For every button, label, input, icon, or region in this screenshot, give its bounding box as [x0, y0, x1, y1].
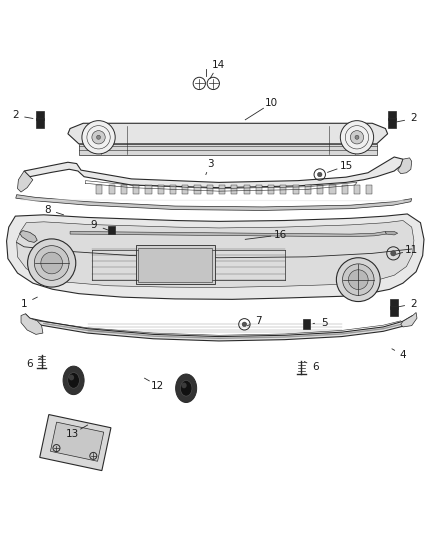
Polygon shape: [16, 195, 412, 211]
Bar: [268, 185, 274, 194]
Text: 5: 5: [321, 318, 328, 328]
Polygon shape: [25, 314, 414, 341]
Text: 13: 13: [66, 429, 79, 439]
Circle shape: [34, 246, 69, 280]
Ellipse shape: [180, 381, 192, 396]
Text: 1: 1: [21, 298, 28, 309]
Ellipse shape: [176, 374, 197, 402]
Bar: [121, 185, 127, 194]
Polygon shape: [20, 231, 37, 243]
Polygon shape: [17, 221, 414, 287]
Polygon shape: [385, 231, 398, 235]
Circle shape: [343, 264, 374, 295]
Bar: [36, 110, 44, 120]
Bar: [109, 226, 115, 234]
Bar: [244, 185, 250, 194]
Circle shape: [28, 239, 76, 287]
Bar: [158, 185, 164, 194]
Circle shape: [82, 120, 115, 154]
Polygon shape: [398, 158, 412, 174]
Polygon shape: [21, 314, 43, 334]
Bar: [96, 185, 102, 194]
Ellipse shape: [181, 383, 187, 388]
Text: 2: 2: [410, 298, 417, 309]
Ellipse shape: [68, 373, 79, 388]
Text: 8: 8: [44, 205, 51, 215]
Polygon shape: [401, 312, 417, 327]
Circle shape: [340, 120, 374, 154]
Circle shape: [391, 251, 396, 256]
Bar: [207, 185, 213, 194]
Bar: [293, 185, 299, 194]
Circle shape: [318, 172, 322, 177]
Bar: [138, 248, 212, 282]
Polygon shape: [40, 415, 111, 471]
Text: 15: 15: [339, 161, 353, 171]
Text: 4: 4: [399, 350, 406, 360]
Text: 6: 6: [26, 359, 33, 369]
Text: 3: 3: [207, 159, 214, 168]
Circle shape: [41, 252, 63, 274]
Text: 2: 2: [12, 110, 19, 120]
Text: 9: 9: [91, 220, 98, 230]
Bar: [36, 118, 44, 128]
Text: 16: 16: [274, 230, 287, 240]
Bar: [145, 185, 152, 194]
Bar: [170, 185, 176, 194]
Bar: [390, 299, 398, 309]
Circle shape: [96, 135, 101, 139]
Text: 12: 12: [151, 381, 164, 391]
Bar: [388, 110, 396, 120]
Polygon shape: [7, 214, 424, 300]
Text: 11: 11: [405, 245, 418, 255]
Text: 14: 14: [212, 60, 225, 70]
Circle shape: [92, 131, 105, 144]
Bar: [194, 185, 201, 194]
Polygon shape: [79, 144, 377, 155]
Circle shape: [348, 270, 368, 289]
Bar: [182, 185, 188, 194]
Bar: [280, 185, 286, 194]
Circle shape: [355, 135, 359, 139]
Bar: [317, 185, 323, 194]
Bar: [354, 185, 360, 194]
Bar: [366, 185, 372, 194]
Bar: [231, 185, 237, 194]
Text: 7: 7: [255, 316, 262, 326]
Bar: [342, 185, 348, 194]
Bar: [329, 185, 336, 194]
Bar: [133, 185, 139, 194]
Bar: [303, 319, 310, 329]
Text: 10: 10: [265, 98, 278, 108]
Polygon shape: [70, 231, 386, 237]
Bar: [109, 185, 115, 194]
Text: 2: 2: [410, 114, 417, 124]
Circle shape: [350, 131, 364, 144]
Bar: [136, 245, 215, 284]
Bar: [219, 185, 225, 194]
Ellipse shape: [69, 375, 74, 381]
Bar: [305, 185, 311, 194]
Bar: [390, 306, 398, 316]
Polygon shape: [50, 422, 104, 461]
Polygon shape: [24, 157, 403, 188]
Circle shape: [336, 258, 380, 302]
Polygon shape: [18, 171, 33, 192]
Ellipse shape: [63, 366, 84, 394]
Polygon shape: [68, 123, 388, 144]
Bar: [256, 185, 262, 194]
Bar: [388, 118, 396, 128]
Circle shape: [242, 322, 247, 327]
Text: 6: 6: [312, 362, 319, 372]
